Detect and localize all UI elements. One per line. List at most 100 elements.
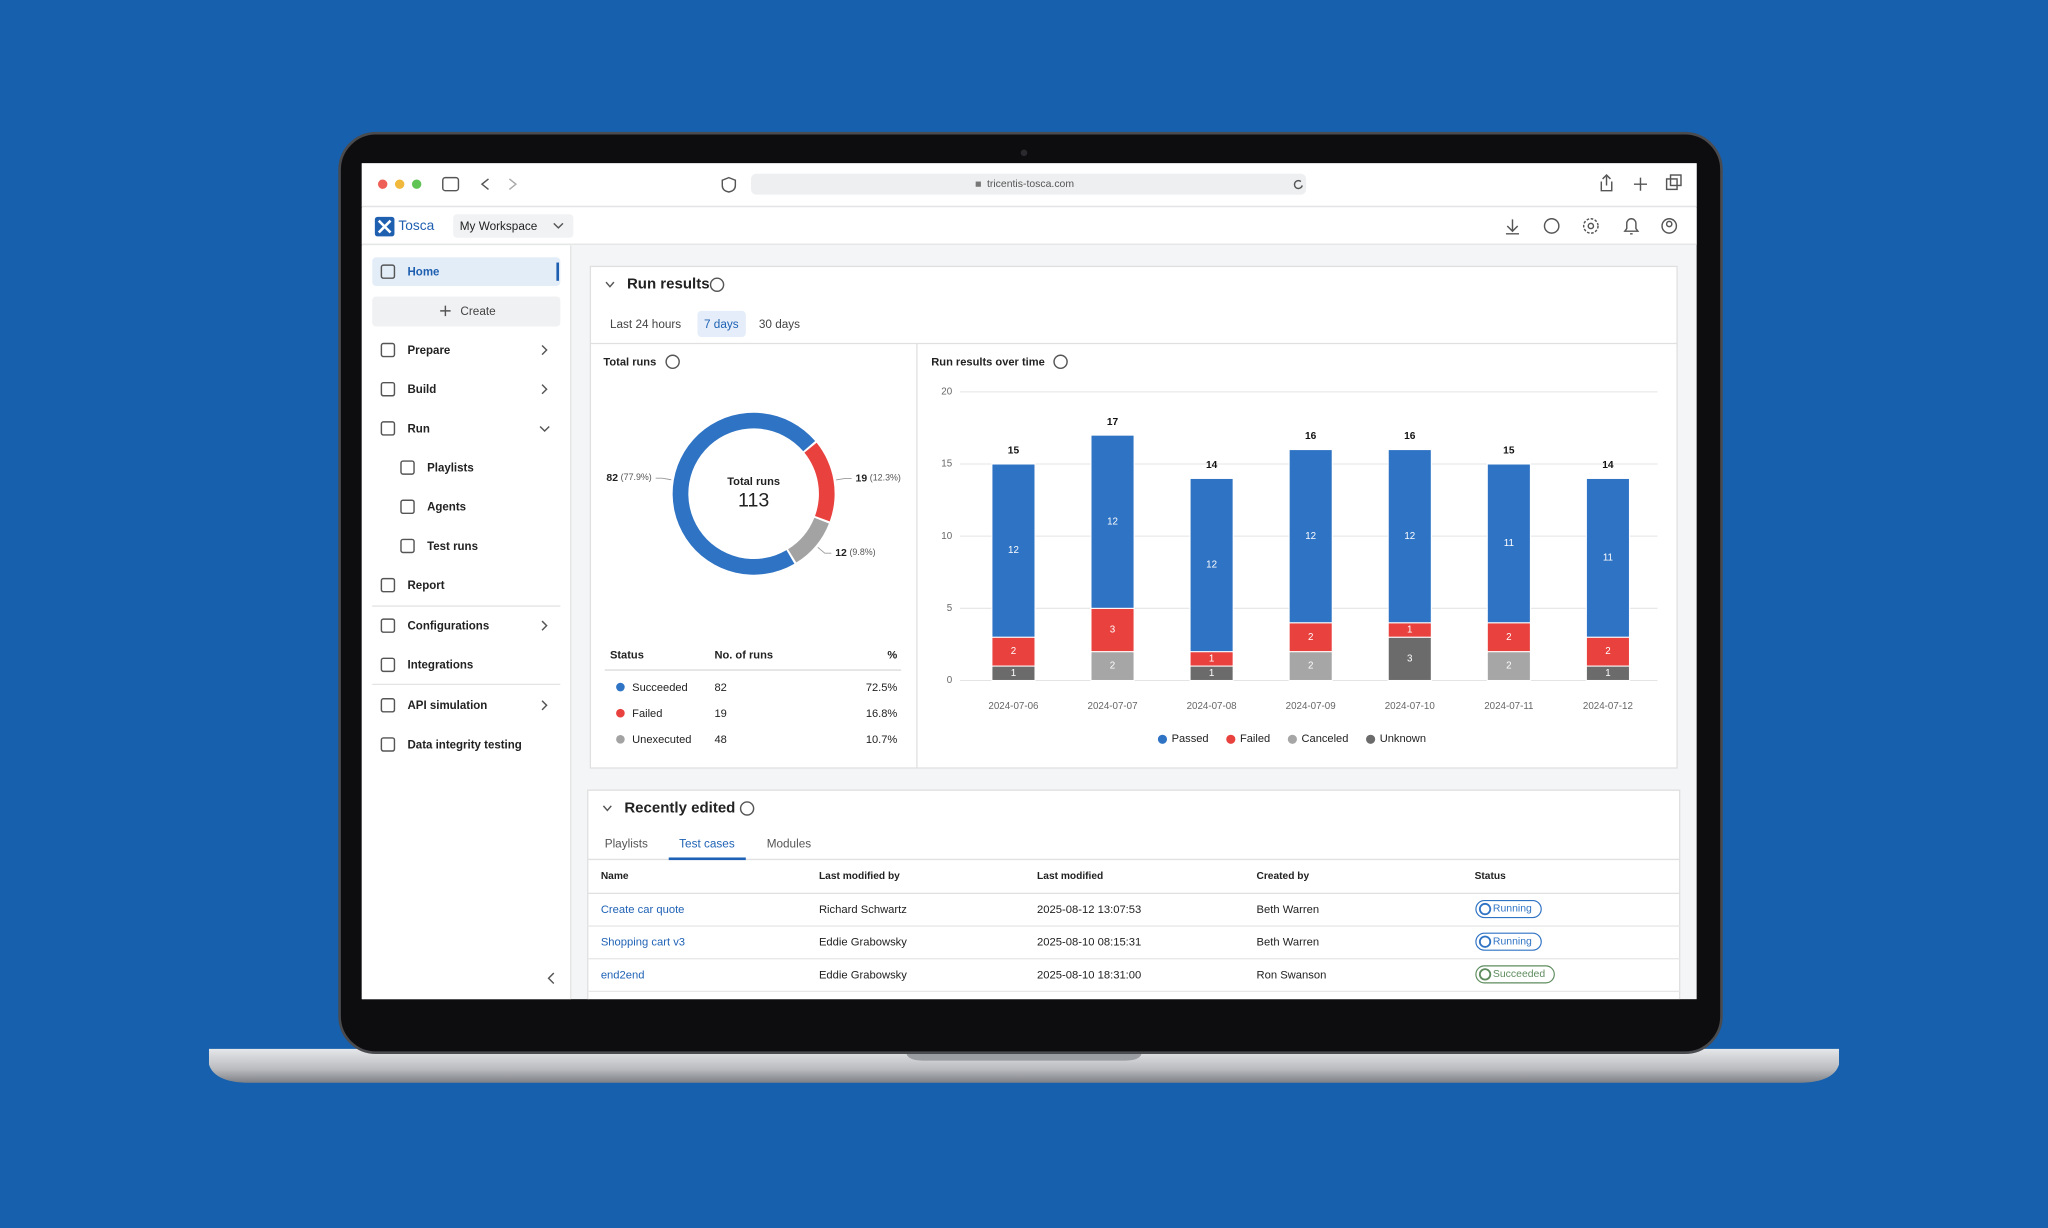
status-badge-outline [1475,965,1555,984]
nav-item[interactable]: Home [407,265,440,279]
y-tick-label: 0 [947,675,953,686]
content-tab[interactable]: Test cases [679,837,735,851]
segment-label: 2 [1011,646,1016,657]
y-tick-label: 5 [947,603,953,614]
plus-icon [440,305,451,317]
nav-icon [400,460,415,475]
info-icon[interactable] [1053,354,1068,370]
nav-item[interactable]: API simulation [407,698,488,712]
nav-icon [380,618,396,633]
table-header: % [887,647,898,661]
new-tab-icon[interactable] [1633,177,1648,191]
notifications-icon[interactable] [1623,218,1640,235]
window-zoom[interactable] [411,179,422,189]
privacy-icon[interactable] [721,176,737,193]
sidebar-toggle-icon[interactable] [442,176,460,192]
test-case-link[interactable]: Create car quote [600,902,685,916]
share-icon[interactable] [1600,174,1613,192]
tosca-logo-mark [377,219,392,234]
address-bar[interactable] [751,173,1307,195]
bar-segment [1585,477,1631,638]
segment-label: 1 [1209,653,1214,664]
create-button[interactable] [372,296,561,327]
test-case-link[interactable]: end2end [600,967,645,981]
forward-icon[interactable] [508,178,518,190]
total-label: 16 [1404,431,1416,442]
lock-icon [975,181,981,187]
reload-icon[interactable] [1293,179,1303,190]
donut-value-label: 12 [835,548,847,559]
bar-segment [1090,607,1135,653]
table-header: Status [1474,869,1506,882]
nav-icon [380,264,396,279]
total-label: 17 [1107,417,1119,428]
chart-title: Run results over time [931,355,1045,369]
url-text[interactable]: tricentis-tosca.com [986,177,1075,190]
product-name[interactable]: Tosca [398,218,435,234]
chart-title: Total runs [603,355,657,369]
nav-item[interactable]: Agents [427,500,467,514]
info-icon[interactable] [665,354,680,370]
run-count: 19 [714,706,727,720]
help-icon[interactable] [1543,218,1560,234]
nav-item[interactable]: Test runs [427,539,478,553]
nav-item[interactable]: Run [407,421,430,435]
nav-item[interactable]: Build [407,382,437,396]
period-tab[interactable]: 7 days [697,310,746,337]
donut-value-label: 19 [856,473,868,484]
nav-item[interactable]: Integrations [407,658,474,672]
chevron-right [541,620,548,631]
collapse-chevron[interactable] [602,805,612,812]
status-name: Unexecuted [632,732,692,746]
window-minimize[interactable] [394,179,405,189]
recently-edited-panel [587,789,1681,1000]
segment-label: 2 [1506,632,1511,643]
nav-item[interactable]: Report [407,578,445,592]
nav-icon [380,421,396,436]
window-close[interactable] [377,179,388,189]
chevron-right [541,344,548,356]
profile-icon[interactable] [1661,218,1678,234]
period-tab[interactable]: 30 days [758,317,801,331]
bar-segment [1090,651,1135,682]
x-tick-label: 2024-07-07 [1088,701,1138,712]
collapse-sidebar[interactable] [547,972,555,985]
content-tab[interactable]: Playlists [604,837,648,851]
nav-item[interactable]: Configurations [407,619,490,633]
status-dot [616,708,625,718]
workspace-name[interactable]: My Workspace [459,219,538,233]
segment-label: 2 [1308,632,1313,643]
donut-label: 19 (12.3%) [856,473,901,484]
active-nav-background [372,257,561,287]
back-icon[interactable] [480,178,489,190]
segment-label: 2 [1308,661,1313,672]
tabs-icon[interactable] [1669,174,1682,187]
nav-item[interactable]: Prepare [407,343,451,357]
table-cell: 2025-08-10 08:15:31 [1037,935,1142,949]
segment-label: 3 [1407,653,1413,664]
donut-segment [788,517,829,563]
create-label[interactable]: Create [460,304,496,318]
content-tab[interactable]: Modules [766,837,812,851]
workspace-dropdown[interactable] [453,214,574,238]
bar-segment [1486,622,1531,653]
period-tab[interactable]: Last 24 hours [609,317,682,331]
info-icon[interactable] [709,277,725,292]
nav-item[interactable]: Data integrity testing [407,737,522,752]
tabs-icon[interactable] [1665,178,1678,191]
segment-label: 2 [1506,661,1511,672]
table-cell: 2025-08-12 13:07:53 [1037,902,1142,916]
info-icon[interactable] [739,801,755,816]
nav-icon [380,737,396,752]
test-case-link[interactable]: Shopping cart v3 [600,935,686,949]
bar-segment [991,463,1036,638]
status-badge: Running [1492,902,1532,915]
nav-item[interactable]: Playlists [427,461,474,475]
nav-icon [380,342,396,358]
download-icon[interactable] [1505,219,1520,235]
legend-label: Unknown [1380,733,1426,745]
collapse-chevron[interactable] [605,281,615,288]
settings-icon[interactable] [1582,218,1599,234]
